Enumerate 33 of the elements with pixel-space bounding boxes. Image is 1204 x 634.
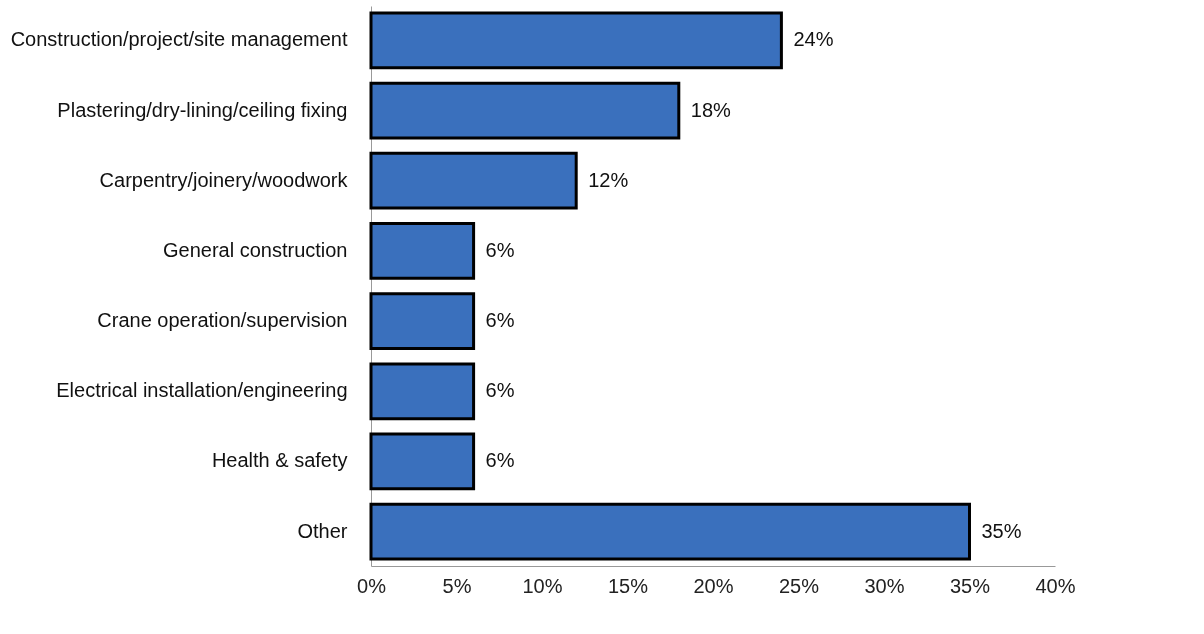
data-label: 6% bbox=[485, 309, 515, 332]
data-label: 6% bbox=[485, 379, 515, 402]
x-tick-label: 10% bbox=[522, 574, 563, 597]
data-label: 18% bbox=[690, 98, 732, 121]
bar bbox=[369, 11, 783, 70]
y-tick-label: General construction bbox=[162, 238, 348, 261]
y-tick-label: Carpentry/joinery/woodwork bbox=[99, 168, 349, 191]
y-tick-label: Health & safety bbox=[211, 449, 348, 472]
x-tick-label: 35% bbox=[949, 574, 991, 597]
bar bbox=[369, 151, 578, 210]
y-tick-label: Crane operation/supervision bbox=[97, 309, 348, 332]
x-tick-label: 25% bbox=[778, 574, 820, 597]
bar bbox=[369, 222, 476, 280]
x-tick-label: 5% bbox=[442, 574, 472, 597]
x-tick-label: 0% bbox=[357, 574, 387, 597]
y-tick-label: Plastering/dry-lining/ceiling fixing bbox=[57, 98, 348, 121]
x-tick-label: 30% bbox=[864, 574, 905, 597]
data-label: 24% bbox=[793, 28, 834, 51]
data-label: 6% bbox=[485, 449, 515, 472]
bar bbox=[369, 432, 476, 491]
bar bbox=[369, 502, 971, 561]
x-tick-label: 40% bbox=[1035, 574, 1076, 597]
data-label: 6% bbox=[485, 238, 515, 261]
x-tick-label: 20% bbox=[693, 574, 734, 597]
bar bbox=[369, 81, 681, 140]
data-label: 35% bbox=[981, 519, 1022, 542]
data-label: 12% bbox=[588, 168, 629, 191]
y-tick-label: Other bbox=[297, 519, 348, 542]
x-tick-label: 15% bbox=[607, 574, 649, 597]
bar bbox=[369, 292, 476, 350]
y-tick-label: Construction/project/site management bbox=[10, 28, 348, 51]
bar bbox=[369, 362, 476, 421]
y-tick-label: Electrical installation/engineering bbox=[56, 379, 348, 402]
